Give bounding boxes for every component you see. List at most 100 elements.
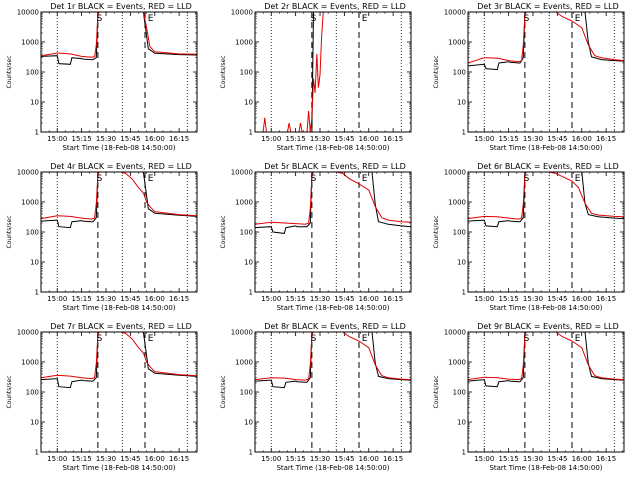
- x-tick-label: 16:00: [359, 455, 379, 463]
- x-tick-label: 15:30: [310, 455, 330, 463]
- y-tick-label: 10: [457, 259, 466, 267]
- plot-frame: [254, 331, 412, 453]
- plot-frame: [40, 331, 198, 453]
- series-events-line: [255, 172, 411, 234]
- chart-title: Det 9r BLACK = Events, RED = LLD: [477, 322, 619, 331]
- x-axis-label: Start Time (18-Feb-08 14:50:00): [276, 144, 389, 152]
- y-tick-label: 10: [30, 259, 39, 267]
- y-tick-label: 10: [244, 259, 253, 267]
- y-tick-label: 100: [26, 69, 39, 77]
- chart-panel-2: Det 2r BLACK = Events, RED = LLD 1 10 100 10…: [220, 2, 412, 152]
- chart-panel-4: Det 4r BLACK = Events, RED = LLD 1 10 100 10…: [6, 162, 198, 312]
- y-tick-label: 100: [240, 229, 253, 237]
- y-axis-label: Counts/sec: [220, 375, 227, 408]
- s-marker: S: [97, 14, 103, 24]
- y-tick-label: 10000: [17, 9, 39, 17]
- y-tick-label: 100: [26, 389, 39, 397]
- y-tick-label: 10000: [231, 329, 253, 337]
- s-marker: S: [524, 174, 530, 184]
- x-tick-label: 15:15: [72, 135, 92, 143]
- chart-panel-1: Det 1r BLACK = Events, RED = LLD 1 10 100 10…: [6, 2, 198, 152]
- y-tick-label: 1: [249, 289, 253, 297]
- x-axis-label: Start Time (18-Feb-08 14:50:00): [62, 144, 175, 152]
- y-tick-label: 100: [240, 389, 253, 397]
- x-tick-label: 15:15: [72, 295, 92, 303]
- y-tick-label: 1000: [21, 39, 39, 47]
- series-events-line: [41, 332, 197, 389]
- x-tick-label: 15:00: [474, 455, 494, 463]
- chart-panel-6: Det 6r BLACK = Events, RED = LLD 1 10 100 10…: [433, 162, 625, 312]
- y-axis-label: Counts/sec: [433, 55, 440, 88]
- series-events-line: [255, 332, 411, 389]
- chart-panel-9: Det 9r BLACK = Events, RED = LLD 1 10 100 10…: [433, 322, 625, 472]
- y-tick-label: 1: [35, 129, 39, 137]
- series-events-line: [41, 12, 197, 65]
- series-lld-line: [468, 172, 624, 220]
- x-tick-label: 16:15: [383, 455, 403, 463]
- chart-title: Det 3r BLACK = Events, RED = LLD: [477, 2, 619, 11]
- series-events-line: [468, 332, 624, 388]
- x-axis-label: Start Time (18-Feb-08 14:50:00): [489, 304, 602, 312]
- x-axis-label: Start Time (18-Feb-08 14:50:00): [489, 464, 602, 472]
- x-tick-label: 15:00: [261, 455, 281, 463]
- y-tick-label: 100: [26, 229, 39, 237]
- y-tick-label: 10000: [444, 329, 466, 337]
- series-events-line: [41, 172, 197, 229]
- chart-title: Det 5r BLACK = Events, RED = LLD: [264, 162, 406, 171]
- x-tick-label: 16:00: [145, 455, 165, 463]
- y-tick-label: 1: [462, 129, 466, 137]
- y-axis-label: Counts/sec: [6, 55, 13, 88]
- chart-title: Det 7r BLACK = Events, RED = LLD: [50, 322, 192, 331]
- y-tick-label: 1000: [448, 359, 466, 367]
- series-lld-line: [468, 12, 624, 64]
- plot-frame: [40, 11, 198, 133]
- x-tick-label: 15:30: [96, 135, 116, 143]
- y-tick-label: 1: [35, 449, 39, 457]
- e-marker: E: [575, 14, 581, 24]
- series-lld-line: [255, 332, 411, 381]
- x-tick-label: 15:30: [96, 455, 116, 463]
- x-tick-label: 15:00: [261, 295, 281, 303]
- y-tick-label: 100: [453, 69, 466, 77]
- y-tick-label: 1: [35, 289, 39, 297]
- y-tick-label: 10000: [231, 169, 253, 177]
- x-tick-label: 15:45: [120, 135, 140, 143]
- x-tick-label: 16:00: [572, 455, 592, 463]
- plot-frame: [467, 11, 625, 133]
- x-axis-label: Start Time (18-Feb-08 14:50:00): [276, 304, 389, 312]
- x-tick-label: 15:45: [120, 455, 140, 463]
- y-tick-label: 1: [462, 289, 466, 297]
- x-tick-label: 16:15: [383, 135, 403, 143]
- x-tick-label: 15:45: [334, 455, 354, 463]
- x-tick-label: 16:00: [145, 135, 165, 143]
- y-tick-label: 1000: [448, 199, 466, 207]
- y-tick-label: 10: [457, 99, 466, 107]
- x-tick-label: 16:00: [572, 135, 592, 143]
- y-tick-label: 1000: [235, 359, 253, 367]
- y-tick-label: 100: [453, 389, 466, 397]
- x-tick-label: 16:15: [383, 295, 403, 303]
- x-tick-label: 16:00: [359, 135, 379, 143]
- x-tick-label: 15:15: [499, 455, 519, 463]
- x-tick-label: 16:00: [359, 295, 379, 303]
- x-tick-label: 15:00: [47, 295, 67, 303]
- x-tick-label: 15:30: [523, 295, 543, 303]
- x-tick-label: 15:15: [286, 135, 306, 143]
- e-marker: E: [575, 174, 581, 184]
- plot-frame: [467, 331, 625, 453]
- x-tick-label: 16:00: [572, 295, 592, 303]
- y-tick-label: 10000: [444, 9, 466, 17]
- x-tick-label: 15:45: [334, 135, 354, 143]
- chart-panel-3: Det 3r BLACK = Events, RED = LLD 1 10 100 10…: [433, 2, 625, 152]
- y-axis-label: Counts/sec: [6, 375, 13, 408]
- x-tick-label: 16:15: [169, 135, 189, 143]
- x-tick-label: 15:00: [47, 135, 67, 143]
- x-tick-label: 15:30: [310, 135, 330, 143]
- x-axis-label: Start Time (18-Feb-08 14:50:00): [489, 144, 602, 152]
- y-tick-label: 1: [249, 449, 253, 457]
- chart-title: Det 6r BLACK = Events, RED = LLD: [477, 162, 619, 171]
- s-marker: S: [311, 174, 317, 184]
- s-marker: S: [311, 14, 317, 24]
- e-marker: E: [362, 174, 368, 184]
